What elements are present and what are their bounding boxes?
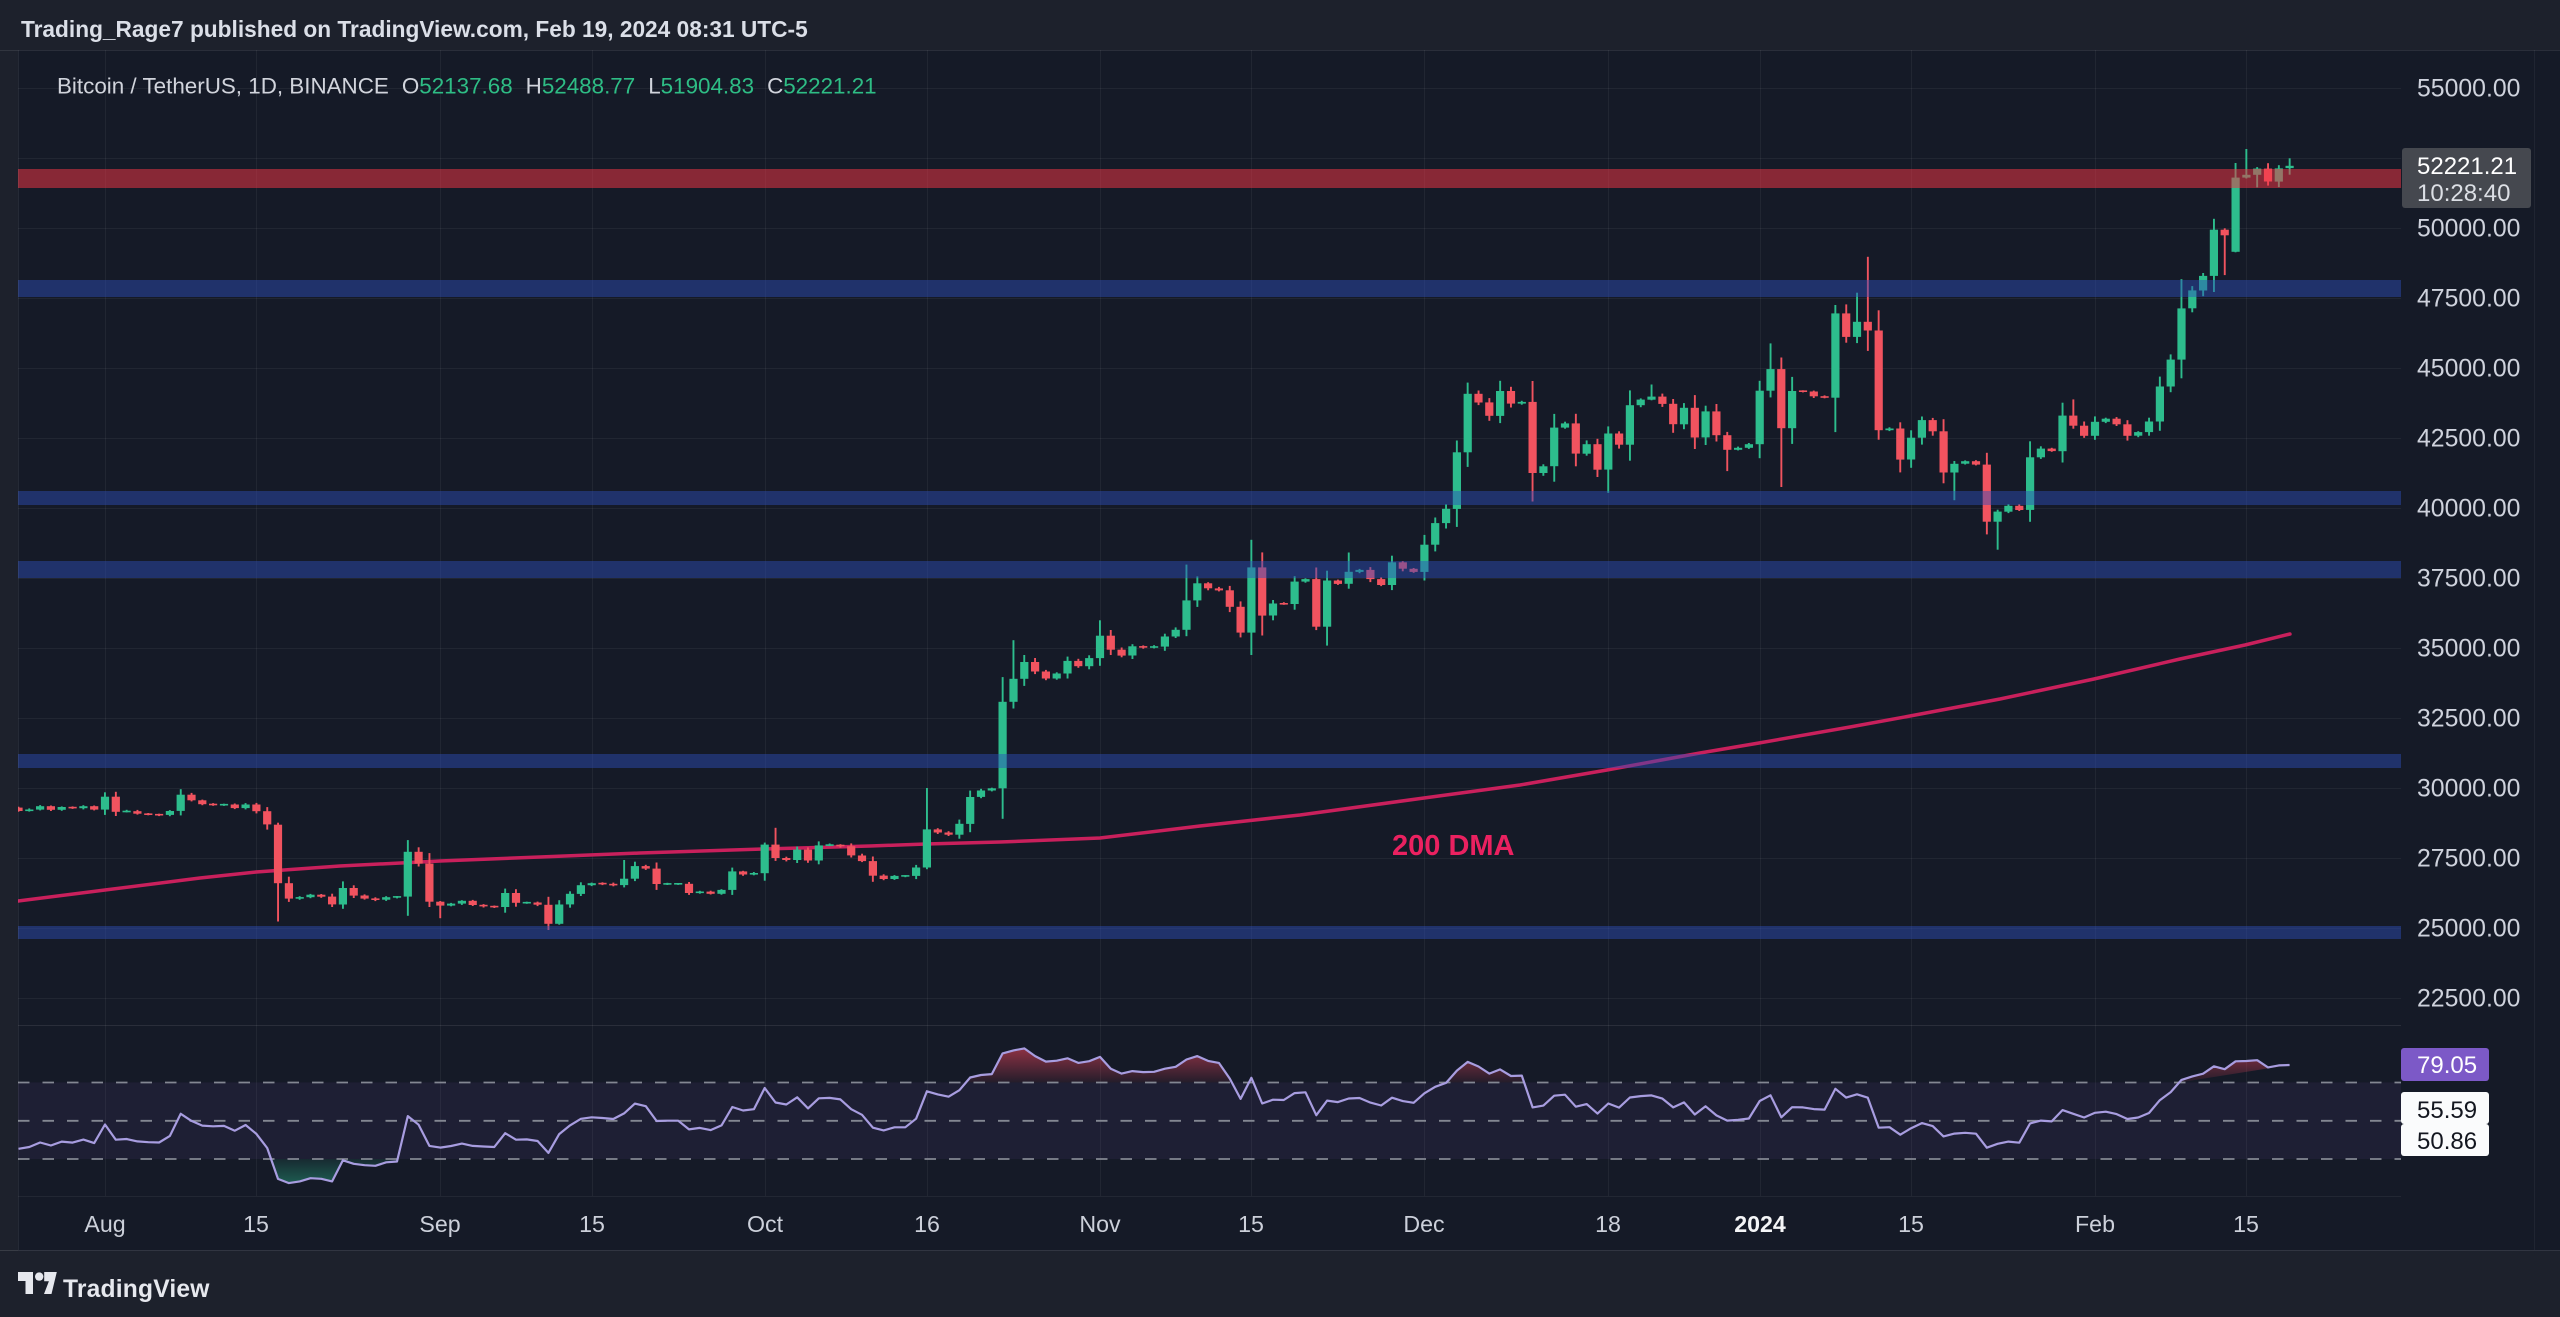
svg-text:55.59: 55.59 xyxy=(2417,1097,2477,1124)
svg-text:Nov: Nov xyxy=(1079,1211,1121,1237)
svg-text:16: 16 xyxy=(914,1211,940,1237)
svg-text:50000.00: 50000.00 xyxy=(2417,216,2520,243)
svg-text:TradingView: TradingView xyxy=(63,1276,210,1303)
svg-text:200 DMA: 200 DMA xyxy=(1392,830,1515,862)
svg-text:27500.00: 27500.00 xyxy=(2417,846,2520,873)
svg-text:Bitcoin / TetherUS, 1D, BINANC: Bitcoin / TetherUS, 1D, BINANCE O52137.68… xyxy=(57,74,877,99)
svg-text:Trading_Rage7 published on Tra: Trading_Rage7 published on TradingView.c… xyxy=(21,16,808,42)
svg-text:Oct: Oct xyxy=(747,1211,784,1237)
svg-text:32500.00: 32500.00 xyxy=(2417,706,2520,733)
svg-text:Dec: Dec xyxy=(1403,1211,1444,1237)
svg-text:42500.00: 42500.00 xyxy=(2417,426,2520,453)
svg-text:15: 15 xyxy=(579,1211,605,1237)
svg-text:15: 15 xyxy=(243,1211,269,1237)
svg-text:25000.00: 25000.00 xyxy=(2417,916,2520,943)
svg-text:22500.00: 22500.00 xyxy=(2417,986,2520,1013)
svg-text:35000.00: 35000.00 xyxy=(2417,636,2520,663)
svg-text:37500.00: 37500.00 xyxy=(2417,566,2520,593)
svg-text:10:28:40: 10:28:40 xyxy=(2417,180,2510,207)
svg-text:Sep: Sep xyxy=(419,1211,460,1237)
svg-text:79.05: 79.05 xyxy=(2417,1052,2477,1079)
svg-text:52221.21: 52221.21 xyxy=(2417,153,2517,180)
svg-text:47500.00: 47500.00 xyxy=(2417,286,2520,313)
svg-text:15: 15 xyxy=(1238,1211,1264,1237)
svg-text:Feb: Feb xyxy=(2075,1211,2115,1237)
svg-text:45000.00: 45000.00 xyxy=(2417,356,2520,383)
svg-text:15: 15 xyxy=(1898,1211,1924,1237)
svg-text:2024: 2024 xyxy=(1734,1211,1786,1237)
svg-text:15: 15 xyxy=(2233,1211,2259,1237)
svg-text:Aug: Aug xyxy=(84,1211,125,1237)
svg-text:50.86: 50.86 xyxy=(2417,1128,2477,1155)
svg-text:40000.00: 40000.00 xyxy=(2417,496,2520,523)
svg-text:55000.00: 55000.00 xyxy=(2417,76,2520,103)
svg-text:18: 18 xyxy=(1595,1211,1621,1237)
svg-text:30000.00: 30000.00 xyxy=(2417,776,2520,803)
